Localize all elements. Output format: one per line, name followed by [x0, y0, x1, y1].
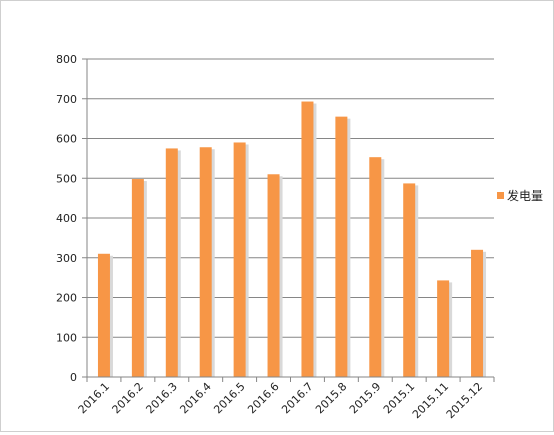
x-tick-label: 2015.11 — [410, 380, 451, 421]
y-tick-label: 600 — [56, 133, 77, 146]
y-tick-label: 700 — [56, 93, 77, 106]
x-tick-label: 2016.3 — [143, 380, 179, 416]
gridlines — [82, 58, 494, 378]
y-tick-label: 500 — [56, 172, 77, 185]
bar — [233, 142, 246, 377]
bar — [301, 101, 314, 377]
bar — [165, 148, 178, 377]
bar — [267, 174, 280, 377]
bar — [335, 116, 348, 377]
bar — [437, 280, 450, 377]
bar — [199, 147, 212, 377]
y-tick-label: 400 — [56, 212, 77, 225]
x-tick-label: 2016.7 — [279, 380, 315, 416]
legend: 发电量 — [497, 188, 543, 203]
x-tick-label: 2015.8 — [313, 380, 349, 416]
bar — [369, 157, 382, 377]
x-tick-label: 2016.1 — [76, 380, 112, 416]
legend-label: 发电量 — [507, 188, 543, 203]
y-axis-ticks: 0 100 200 300 400 500 600 700 800 — [56, 53, 77, 384]
x-tick-label: 2016.2 — [110, 380, 146, 416]
x-tick-label: 2016.4 — [177, 380, 213, 416]
bar — [403, 183, 416, 377]
bars — [97, 101, 487, 377]
y-tick-label: 300 — [56, 252, 77, 265]
y-tick-label: 0 — [70, 371, 77, 384]
x-axis-ticks: 2016.12016.22016.32016.42016.52016.62016… — [76, 376, 495, 421]
bar — [471, 249, 484, 377]
bar — [131, 179, 144, 377]
x-tick-label: 2015.9 — [347, 380, 383, 416]
x-tick-label: 2016.6 — [245, 380, 281, 416]
x-tick-label: 2015.12 — [444, 380, 485, 421]
y-tick-label: 200 — [56, 292, 77, 305]
y-tick-label: 800 — [56, 53, 77, 66]
y-tick-label: 100 — [56, 331, 77, 344]
bar — [97, 253, 110, 377]
x-tick-label: 2016.5 — [211, 380, 247, 416]
legend-swatch — [497, 192, 504, 199]
